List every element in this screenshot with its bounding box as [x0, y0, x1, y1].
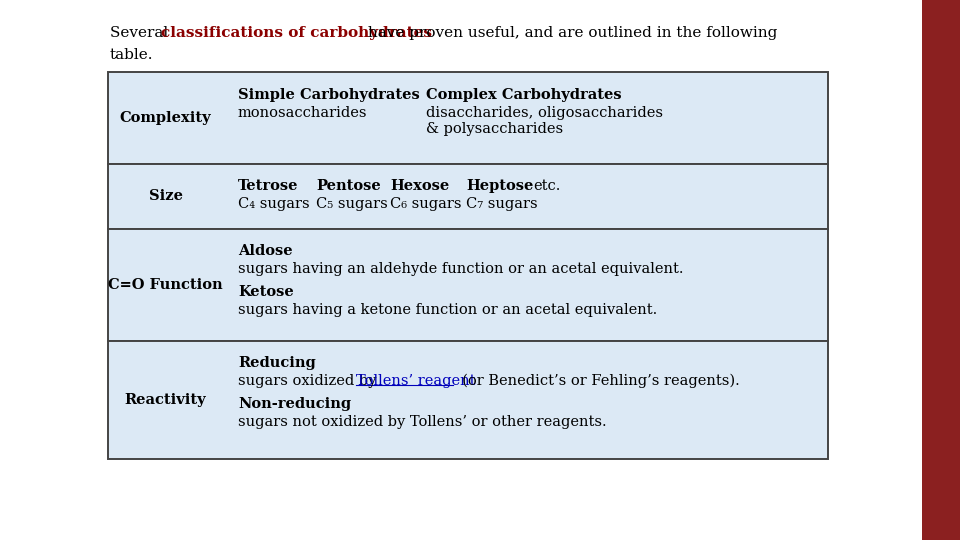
Bar	[108, 164, 828, 229]
Text: Pentose: Pentose	[316, 179, 381, 193]
Text: C₆ sugars: C₆ sugars	[390, 197, 462, 211]
Text: Complexity: Complexity	[120, 111, 211, 125]
Text: sugars having a ketone function or an acetal equivalent.: sugars having a ketone function or an ac…	[238, 303, 658, 317]
Text: Hexose: Hexose	[390, 179, 449, 193]
Text: Reactivity: Reactivity	[125, 393, 206, 407]
Text: Several: Several	[110, 26, 173, 40]
Text: C₇ sugars: C₇ sugars	[466, 197, 538, 211]
Bar	[108, 72, 828, 164]
Text: C₅ sugars: C₅ sugars	[316, 197, 388, 211]
Bar	[108, 229, 828, 341]
Bar	[922, 0, 960, 540]
Text: sugars having an aldehyde function or an acetal equivalent.: sugars having an aldehyde function or an…	[238, 262, 684, 276]
Text: Heptose: Heptose	[466, 179, 534, 193]
Text: Size: Size	[149, 190, 182, 204]
Text: Non-reducing: Non-reducing	[238, 397, 351, 411]
Text: disaccharides, oligosaccharides: disaccharides, oligosaccharides	[426, 106, 663, 120]
Text: Tetrose: Tetrose	[238, 179, 299, 193]
Text: C=O Function: C=O Function	[108, 278, 223, 292]
Text: have proven useful, and are outlined in the following: have proven useful, and are outlined in …	[363, 26, 778, 40]
Text: table.: table.	[110, 48, 154, 62]
Text: sugars oxidized by: sugars oxidized by	[238, 374, 381, 388]
Text: classifications of carbohydrates: classifications of carbohydrates	[161, 26, 432, 40]
Text: Aldose: Aldose	[238, 244, 293, 258]
Text: Complex Carbohydrates: Complex Carbohydrates	[426, 88, 622, 102]
Text: C₄ sugars: C₄ sugars	[238, 197, 310, 211]
Text: (or Benedict’s or Fehling’s reagents).: (or Benedict’s or Fehling’s reagents).	[453, 374, 740, 388]
Text: Simple Carbohydrates: Simple Carbohydrates	[238, 88, 420, 102]
Text: sugars not oxidized by Tollens’ or other reagents.: sugars not oxidized by Tollens’ or other…	[238, 415, 607, 429]
Text: etc.: etc.	[533, 179, 561, 193]
Text: Tollens’ reagent: Tollens’ reagent	[356, 374, 475, 388]
Text: monosaccharides: monosaccharides	[238, 106, 368, 120]
Text: Ketose: Ketose	[238, 285, 294, 299]
Text: Reducing: Reducing	[238, 356, 316, 370]
Text: & polysaccharides: & polysaccharides	[426, 122, 564, 136]
Bar	[108, 341, 828, 459]
